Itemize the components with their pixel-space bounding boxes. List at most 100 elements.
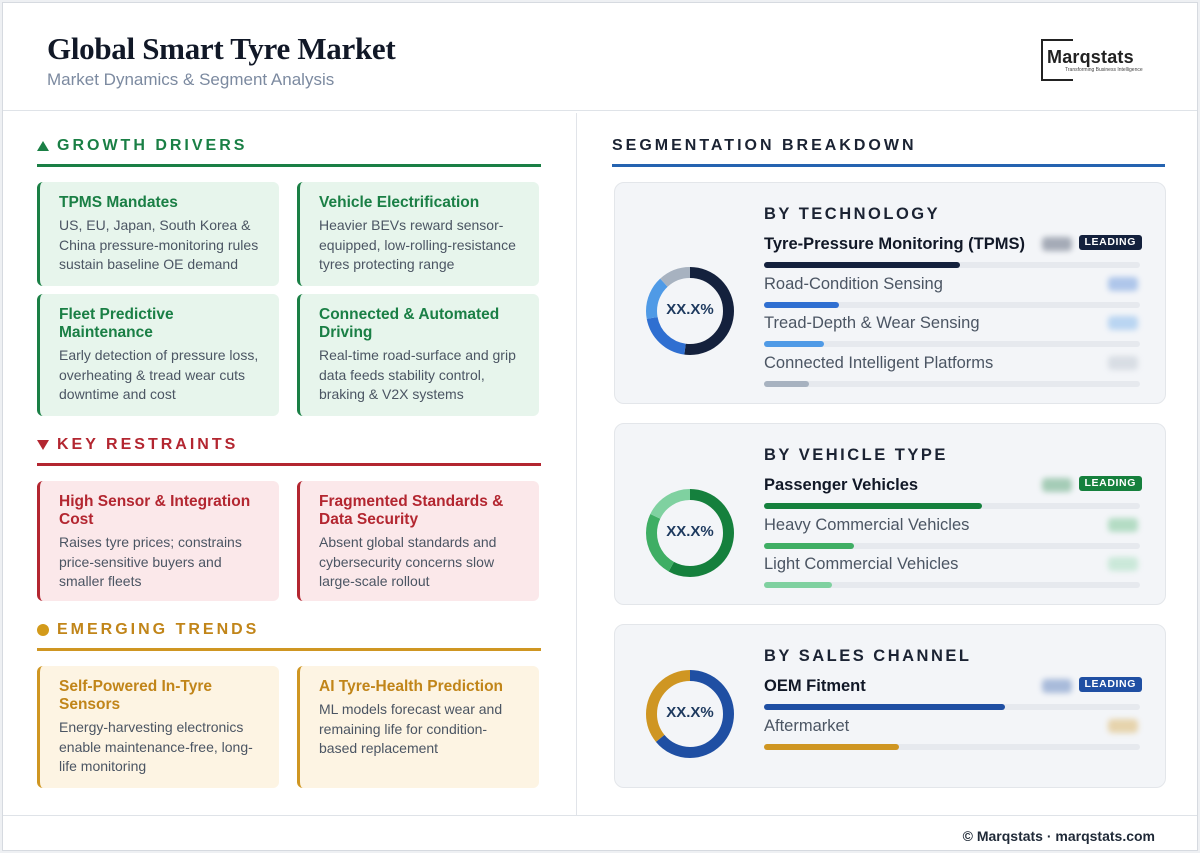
header: Global Smart Tyre Market Market Dynamics… (3, 3, 1197, 111)
segment-row: Tread-Depth & Wear Sensing (764, 314, 1142, 348)
emerging-trends-rule (37, 648, 541, 651)
segment-panel: BY SALES CHANNEL XX.X% OEM Fitment LEADING A… (614, 624, 1166, 788)
blurred-value (1042, 478, 1072, 492)
column-divider (576, 113, 577, 815)
emerging-trends-heading-text: EMERGING TRENDS (57, 621, 260, 638)
segment-donut-chart (646, 488, 734, 577)
segment-bar-fill (764, 301, 840, 308)
restraint-card-text: Raises tyre prices; constrains price-sen… (59, 534, 242, 589)
driver-card-title: Connected & Automated Driving (319, 306, 500, 341)
page-subtitle: Market Dynamics & Segment Analysis (47, 70, 335, 89)
driver-card-text: Heavier BEVs reward sensor-equipped, low… (319, 217, 516, 272)
donut-slice (646, 669, 734, 758)
segment-title: BY TECHNOLOGY (764, 205, 941, 223)
blurred-value (1108, 557, 1138, 571)
segment-bar-fill (764, 503, 983, 509)
trend-card: AI Tyre-Health Prediction ML models fore… (297, 666, 539, 788)
segment-row: Tyre-Pressure Monitoring (TPMS) LEADING (764, 235, 1142, 269)
segment-bar-track (764, 380, 1140, 387)
blurred-value (1042, 237, 1072, 251)
driver-card-text: US, EU, Japan, South Korea & China press… (59, 217, 259, 272)
circle-icon (37, 624, 49, 636)
segment-row-label: Connected Intelligent Platforms (764, 353, 994, 372)
driver-card: Vehicle Electrification Heavier BEVs rew… (297, 182, 539, 286)
triangle-up-icon (37, 141, 49, 151)
segment-panel: BY VEHICLE TYPE XX.X% Passenger Vehicles LE… (614, 423, 1166, 605)
segment-row: Passenger Vehicles LEADING (764, 476, 1142, 510)
donut-center-label: XX.X% (666, 301, 714, 319)
segment-donut-chart (646, 669, 734, 758)
segment-title: BY SALES CHANNEL (764, 647, 972, 665)
segment-bar-track (764, 743, 1140, 750)
leading-badge: LEADING (1078, 677, 1142, 692)
segment-row-label: Passenger Vehicles (764, 476, 919, 494)
trend-card-text: Energy-harvesting electronics enable mai… (59, 719, 253, 774)
segment-row-label: Heavy Commercial Vehicles (764, 515, 970, 534)
driver-card: TPMS Mandates US, EU, Japan, South Korea… (37, 182, 279, 286)
segment-row-label: Light Commercial Vehicles (764, 555, 959, 573)
trend-card-text: ML models forecast wear and remaining li… (319, 701, 503, 756)
segment-bar-fill (764, 262, 960, 268)
donut-slice (646, 267, 734, 356)
triangle-down-icon (37, 440, 49, 450)
segment-bar-fill (764, 542, 855, 549)
logo-name: Marqstats (1047, 47, 1134, 67)
segment-title: BY VEHICLE TYPE (764, 446, 948, 464)
segment-bar-fill (764, 380, 810, 387)
key-restraints-rule (37, 463, 541, 466)
segment-row-label: Aftermarket (764, 716, 850, 735)
driver-card-title: Vehicle Electrification (319, 194, 480, 211)
restraint-card-text: Absent global standards and cybersecurit… (319, 534, 497, 589)
segment-row: Light Commercial Vehicles (764, 555, 1142, 589)
segment-bar-fill (764, 743, 900, 750)
segment-row: Connected Intelligent Platforms (764, 354, 1142, 388)
donut-center-label: XX.X% (666, 703, 714, 721)
segment-row: OEM Fitment LEADING (764, 677, 1142, 711)
leading-badge: LEADING (1078, 235, 1142, 250)
driver-card: Connected & Automated Driving Real-time … (297, 294, 539, 416)
segment-bar-track (764, 341, 1140, 347)
donut-center-label: XX.X% (666, 522, 714, 540)
footer-text: © Marqstats · marqstats.com (962, 828, 1155, 844)
blurred-value (1108, 316, 1138, 330)
blurred-value (1108, 355, 1138, 370)
restraint-card: High Sensor & Integration Cost Raises ty… (37, 481, 279, 601)
donut-slice (646, 488, 734, 577)
segmentation-heading-text: SEGMENTATION BREAKDOWN (612, 137, 917, 154)
segment-row: Aftermarket (764, 717, 1142, 751)
segment-row-label: Road-Condition Sensing (764, 274, 943, 293)
segment-row-label: OEM Fitment (764, 677, 866, 695)
blurred-value (1108, 517, 1138, 532)
trend-card-title: Self-Powered In-Tyre Sensors (59, 678, 213, 713)
trend-card: Self-Powered In-Tyre Sensors Energy-harv… (37, 666, 279, 788)
logo-tagline: Transforming Business Intelligence (1065, 67, 1143, 73)
emerging-trends-heading: EMERGING TRENDS (37, 621, 259, 639)
segmentation-heading: SEGMENTATION BREAKDOWN (612, 137, 917, 155)
footer: © Marqstats · marqstats.com (3, 815, 1197, 851)
segment-donut-chart (646, 267, 734, 356)
driver-card-text: Early detection of pressure loss, overhe… (59, 347, 259, 402)
segment-bar-track (764, 542, 1140, 549)
segment-panel: BY TECHNOLOGY XX.X% Tyre-Pressure Monitori… (614, 182, 1166, 404)
segmentation-rule (612, 164, 1165, 167)
trend-card-title: AI Tyre-Health Prediction (319, 678, 504, 695)
segment-bar-fill (764, 704, 1005, 710)
segment-bar-track (764, 262, 1140, 268)
segment-row-label: Tread-Depth & Wear Sensing (764, 314, 980, 332)
segment-row-label: Tyre-Pressure Monitoring (TPMS) (764, 235, 1025, 253)
donut-slice (646, 488, 734, 577)
key-restraints-heading-text: KEY RESTRAINTS (57, 436, 239, 453)
key-restraints-heading: KEY RESTRAINTS (37, 436, 238, 454)
growth-drivers-heading: GROWTH DRIVERS (37, 137, 247, 155)
marqstats-logo: Marqstats Transforming Business Intellig… (1041, 39, 1161, 81)
segment-bar-track (764, 582, 1140, 588)
blurred-value (1108, 718, 1138, 733)
segment-row: Heavy Commercial Vehicles (764, 516, 1142, 550)
page-title: Global Smart Tyre Market (47, 31, 396, 66)
blurred-value (1108, 276, 1138, 291)
segment-row: Road-Condition Sensing (764, 275, 1142, 309)
segment-bar-fill (764, 582, 832, 588)
restraint-card-title: High Sensor & Integration Cost (59, 493, 251, 528)
logo-bracket (1041, 39, 1073, 81)
